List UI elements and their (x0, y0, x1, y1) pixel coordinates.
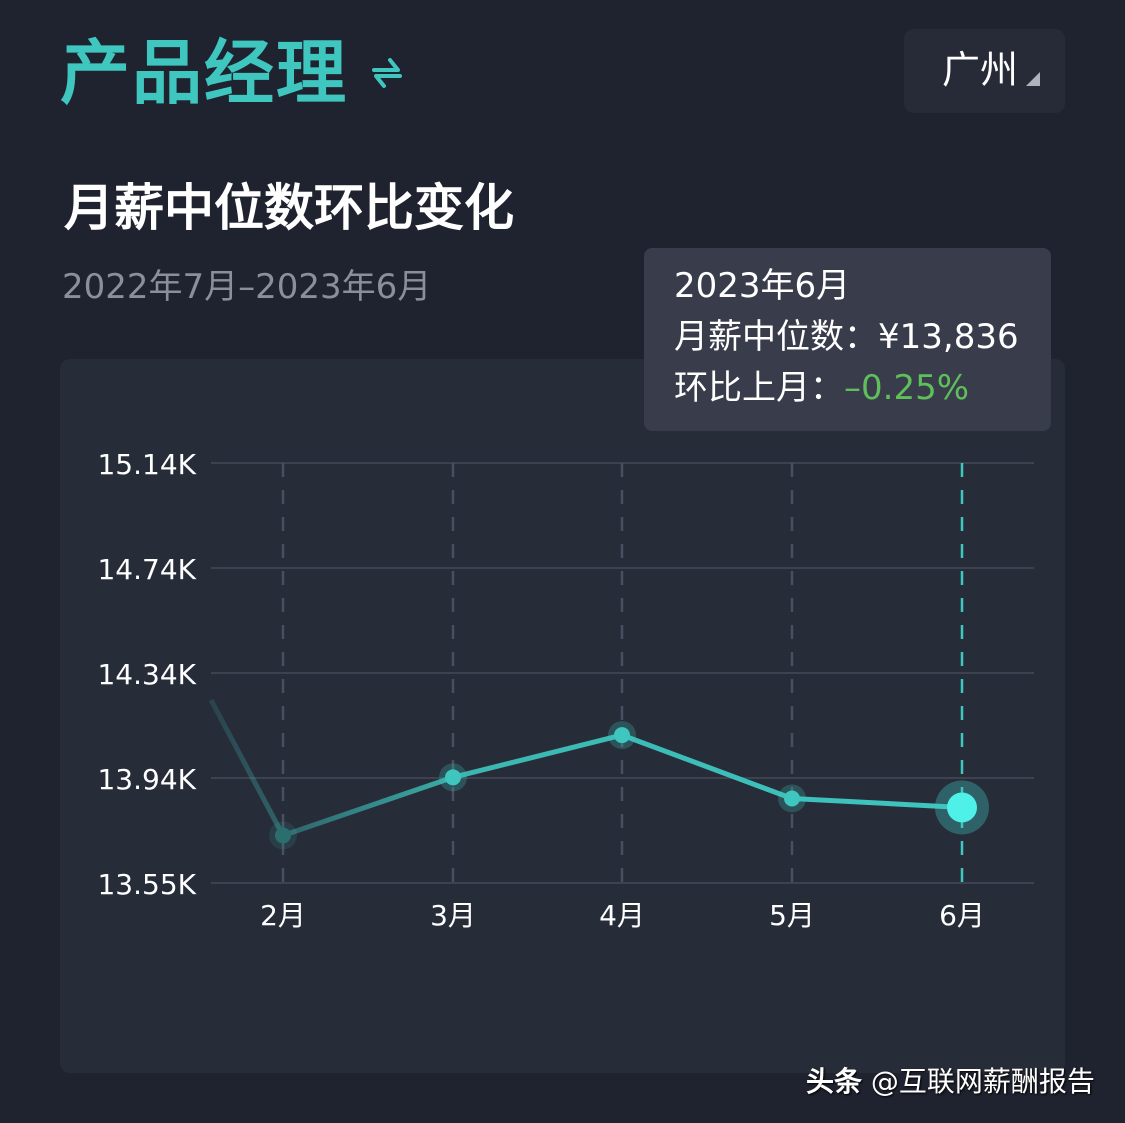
x-axis-label: 2月 (260, 899, 306, 932)
data-point[interactable] (445, 769, 461, 786)
data-point[interactable] (614, 727, 630, 744)
tooltip-date: 2023年6月 (674, 266, 851, 306)
watermark: 头条 @互联网薪酬报告 (806, 1062, 1095, 1102)
line-chart[interactable]: 13.55K 13.94K 14.34K 14.74K 15.14K 2月 3月 4月 5月 6月 (60, 359, 1065, 1073)
x-axis-label: 6月 (939, 899, 985, 932)
data-point-selected[interactable] (947, 792, 977, 823)
tooltip-mom: 环比上月：–0.25% (674, 367, 969, 409)
job-title[interactable]: 产品经理 (60, 32, 348, 114)
watermark-account: @互联网薪酬报告 (870, 1065, 1095, 1098)
chart-tooltip: 2023年6月 月薪中位数：¥13,836 环比上月：–0.25% (644, 248, 1051, 431)
tooltip-mom-label: 环比上月： (674, 368, 844, 408)
city-label: 广州 (942, 48, 1019, 92)
data-point[interactable] (275, 827, 291, 844)
swap-arrows-icon[interactable] (368, 52, 406, 92)
tooltip-median: 月薪中位数：¥13,836 (674, 316, 1019, 358)
data-point[interactable] (784, 790, 800, 807)
city-dropdown[interactable]: 广州 (904, 29, 1065, 113)
tooltip-median-value: ¥13,836 (878, 317, 1019, 357)
x-axis-label: 4月 (599, 899, 645, 932)
date-range: 2022年7月–2023年6月 (62, 267, 432, 307)
x-axis-label: 3月 (430, 899, 476, 932)
y-axis-label: 15.14K (97, 448, 196, 481)
y-axis-label: 13.55K (97, 868, 196, 901)
caret-down-icon (1026, 72, 1040, 86)
section-title: 月薪中位数环比变化 (64, 179, 514, 237)
y-axis-label: 13.94K (97, 763, 196, 796)
tooltip-mom-value: –0.25% (844, 368, 970, 408)
x-axis-label: 5月 (769, 899, 815, 932)
y-axis-label: 14.34K (97, 658, 196, 691)
chart-card: 13.55K 13.94K 14.34K 14.74K 15.14K 2月 3月 4月 5月 6月 (60, 359, 1065, 1073)
tooltip-median-label: 月薪中位数： (674, 317, 878, 357)
data-line (208, 698, 963, 838)
y-axis-label: 14.74K (97, 553, 196, 586)
watermark-source: 头条 (806, 1065, 863, 1098)
